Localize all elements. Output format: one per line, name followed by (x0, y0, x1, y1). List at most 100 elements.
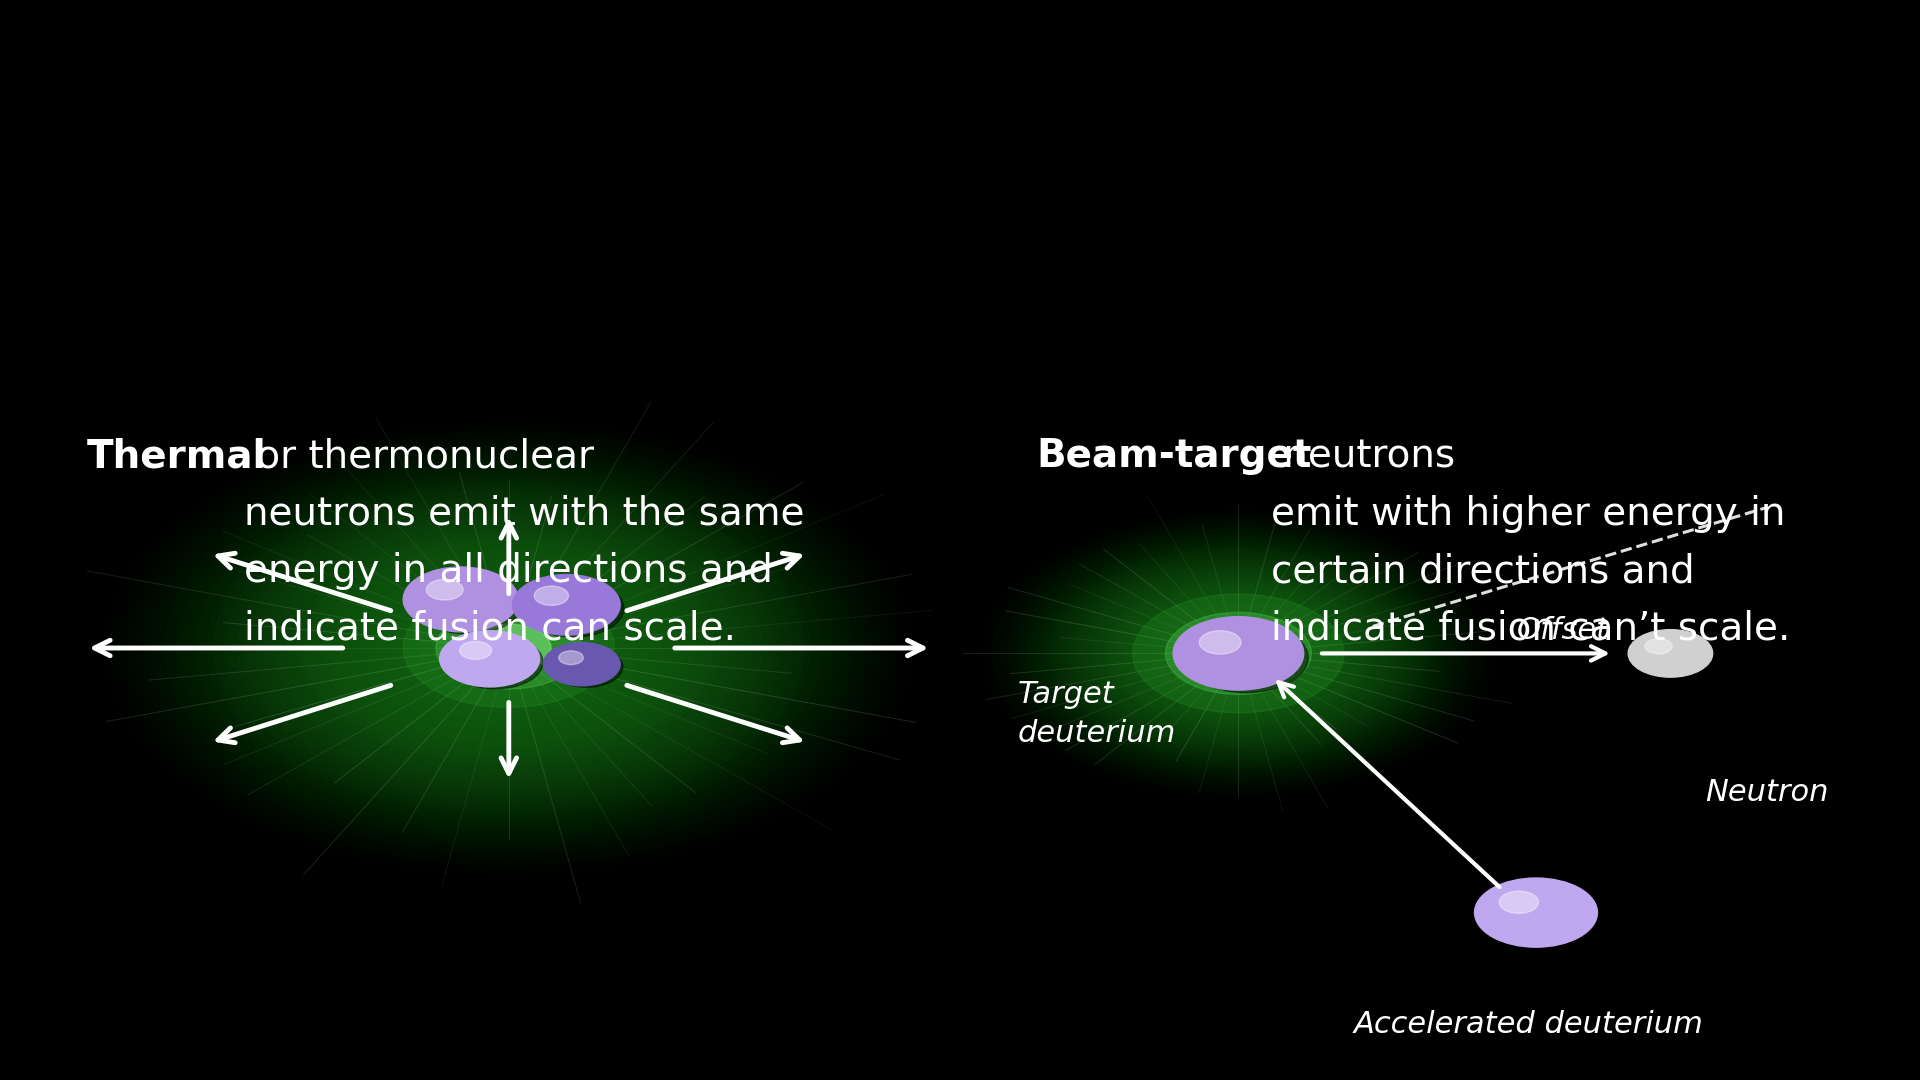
Circle shape (1158, 608, 1319, 699)
Circle shape (1085, 567, 1392, 740)
Circle shape (1628, 630, 1713, 677)
Circle shape (1077, 563, 1400, 744)
Text: Target
deuterium: Target deuterium (1018, 680, 1175, 747)
Circle shape (1196, 630, 1281, 677)
Text: Thermal: Thermal (86, 437, 267, 475)
Circle shape (442, 610, 576, 686)
Circle shape (543, 643, 620, 686)
Circle shape (292, 526, 726, 770)
Text: or thermonuclear
neutrons emit with the same
energy in all directions and
indica: or thermonuclear neutrons emit with the … (244, 437, 804, 648)
Circle shape (503, 645, 515, 651)
Text: Offset: Offset (1517, 616, 1609, 645)
Circle shape (357, 563, 660, 733)
Circle shape (1089, 569, 1388, 738)
Circle shape (1108, 580, 1369, 727)
Circle shape (1204, 634, 1273, 673)
Circle shape (472, 627, 545, 669)
Circle shape (413, 572, 522, 634)
Circle shape (1196, 630, 1281, 677)
Circle shape (436, 607, 582, 689)
Circle shape (1104, 578, 1373, 729)
Circle shape (1081, 565, 1396, 742)
Circle shape (478, 631, 540, 665)
Circle shape (559, 651, 584, 664)
Circle shape (376, 573, 641, 723)
Circle shape (315, 539, 703, 757)
Text: Accelerated deuterium: Accelerated deuterium (1354, 1010, 1703, 1039)
Circle shape (334, 550, 684, 746)
Circle shape (1119, 586, 1357, 720)
Circle shape (497, 642, 520, 654)
Circle shape (1177, 619, 1300, 688)
Circle shape (346, 556, 672, 740)
Circle shape (1100, 576, 1377, 731)
Circle shape (1112, 582, 1365, 725)
Circle shape (407, 591, 611, 705)
Text: Beam-target: Beam-target (1037, 437, 1311, 475)
Circle shape (1200, 632, 1277, 675)
Circle shape (1215, 640, 1261, 666)
Text: Neutron: Neutron (1705, 778, 1828, 807)
Circle shape (1231, 649, 1246, 658)
Circle shape (513, 575, 620, 635)
Circle shape (351, 559, 666, 737)
Circle shape (1165, 612, 1311, 694)
Circle shape (328, 546, 689, 750)
Circle shape (403, 589, 614, 707)
Circle shape (1212, 638, 1265, 669)
Circle shape (298, 529, 720, 767)
Circle shape (1235, 651, 1242, 656)
Circle shape (492, 638, 526, 658)
Circle shape (371, 570, 647, 726)
Text: neutrons
emit with higher energy in
certain directions and
indicate fusion can’t: neutrons emit with higher energy in cert… (1271, 437, 1791, 648)
Circle shape (280, 519, 737, 777)
Circle shape (1173, 617, 1304, 690)
Circle shape (1116, 584, 1361, 723)
Circle shape (1223, 645, 1254, 662)
Circle shape (403, 567, 518, 632)
Circle shape (1131, 593, 1346, 714)
Circle shape (413, 594, 605, 702)
Circle shape (419, 597, 599, 699)
Circle shape (255, 505, 762, 791)
Circle shape (1484, 883, 1601, 949)
Circle shape (484, 634, 534, 662)
Circle shape (1092, 571, 1384, 735)
Circle shape (1475, 878, 1597, 947)
Circle shape (250, 502, 768, 794)
Circle shape (1636, 634, 1716, 679)
Circle shape (486, 635, 532, 661)
Circle shape (286, 523, 732, 773)
Circle shape (323, 543, 695, 753)
Circle shape (1173, 617, 1304, 690)
Circle shape (440, 631, 540, 687)
Circle shape (430, 604, 588, 692)
Circle shape (1142, 599, 1334, 707)
Circle shape (1154, 606, 1323, 701)
Circle shape (1096, 573, 1380, 733)
Circle shape (1645, 638, 1672, 653)
Circle shape (424, 600, 593, 696)
Circle shape (382, 577, 636, 719)
Circle shape (1165, 612, 1311, 694)
Circle shape (303, 532, 714, 764)
Circle shape (459, 642, 492, 660)
Circle shape (1127, 591, 1350, 716)
Circle shape (447, 635, 543, 689)
Circle shape (1073, 561, 1404, 746)
Circle shape (1162, 610, 1315, 697)
Circle shape (309, 536, 708, 760)
Circle shape (261, 509, 756, 787)
Circle shape (1135, 595, 1342, 712)
Circle shape (1200, 631, 1240, 654)
Circle shape (1146, 602, 1331, 705)
Circle shape (1215, 640, 1261, 666)
Circle shape (267, 512, 751, 784)
Circle shape (467, 624, 551, 672)
Circle shape (522, 580, 624, 637)
Circle shape (1219, 643, 1258, 664)
Circle shape (461, 621, 557, 675)
Circle shape (340, 553, 678, 743)
Circle shape (1500, 891, 1538, 914)
Circle shape (449, 615, 568, 681)
